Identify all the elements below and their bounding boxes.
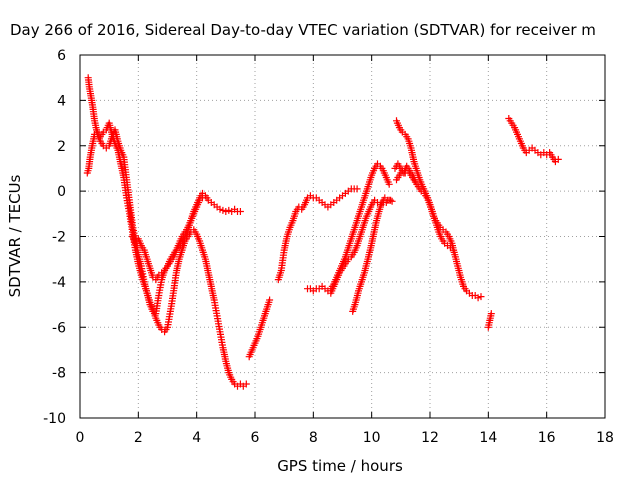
y-tick-label: -6 bbox=[52, 320, 66, 336]
x-tick-label: 14 bbox=[479, 430, 497, 446]
series-markers bbox=[83, 119, 250, 390]
tick-marks bbox=[79, 54, 606, 419]
series-markers bbox=[304, 160, 393, 295]
x-tick-label: 12 bbox=[421, 430, 439, 446]
y-tick-label: -4 bbox=[52, 275, 66, 291]
y-tick-label: -10 bbox=[43, 411, 66, 427]
series-markers bbox=[84, 74, 244, 318]
series-track-12 bbox=[484, 310, 495, 331]
series-markers bbox=[349, 194, 395, 315]
x-tick-labels: 0 2 4 6 8 10 12 14 16 18 bbox=[76, 430, 614, 446]
series-markers bbox=[505, 115, 562, 166]
chart-title: Day 266 of 2016, Sidereal Day-to-day VTE… bbox=[10, 21, 596, 39]
series-markers bbox=[129, 194, 206, 284]
y-tick-labels: -10 -8 -6 -4 -2 0 2 4 6 bbox=[43, 48, 66, 427]
series-track-4 bbox=[245, 296, 274, 361]
x-tick-label: 16 bbox=[538, 430, 556, 446]
y-tick-label: 4 bbox=[57, 93, 66, 109]
series-track-11 bbox=[393, 167, 421, 188]
series-markers bbox=[327, 196, 396, 297]
data-points bbox=[83, 74, 562, 390]
gridlines bbox=[80, 55, 605, 418]
x-tick-label: 8 bbox=[309, 430, 318, 446]
series-track-5 bbox=[274, 185, 361, 284]
series-track-2 bbox=[84, 74, 244, 318]
series-markers bbox=[393, 167, 421, 188]
series-track-6 bbox=[304, 160, 393, 295]
series-markers bbox=[393, 117, 485, 302]
series-track-7 bbox=[327, 196, 396, 297]
x-tick-label: 2 bbox=[134, 430, 143, 446]
x-axis-label: GPS time / hours bbox=[277, 457, 403, 475]
series-track-8 bbox=[349, 194, 395, 315]
series-track-9 bbox=[393, 117, 485, 302]
series-track-1 bbox=[83, 119, 250, 390]
y-tick-label: -2 bbox=[52, 230, 66, 246]
series-markers bbox=[245, 296, 274, 361]
plot-frame bbox=[79, 54, 606, 419]
x-tick-label: 6 bbox=[251, 430, 260, 446]
y-tick-label: 6 bbox=[57, 48, 66, 64]
x-tick-label: 10 bbox=[363, 430, 381, 446]
y-axis-label: SDTVAR / TECUs bbox=[6, 174, 24, 297]
y-tick-label: -8 bbox=[52, 366, 66, 382]
x-tick-label: 0 bbox=[76, 430, 85, 446]
series-track-13 bbox=[505, 115, 562, 166]
series-markers bbox=[274, 185, 361, 284]
x-tick-label: 4 bbox=[192, 430, 201, 446]
x-tick-label: 18 bbox=[596, 430, 614, 446]
y-tick-label: 2 bbox=[57, 139, 66, 155]
series-markers bbox=[484, 310, 495, 331]
series-track-3 bbox=[129, 194, 206, 284]
y-tick-label: 0 bbox=[57, 184, 66, 200]
